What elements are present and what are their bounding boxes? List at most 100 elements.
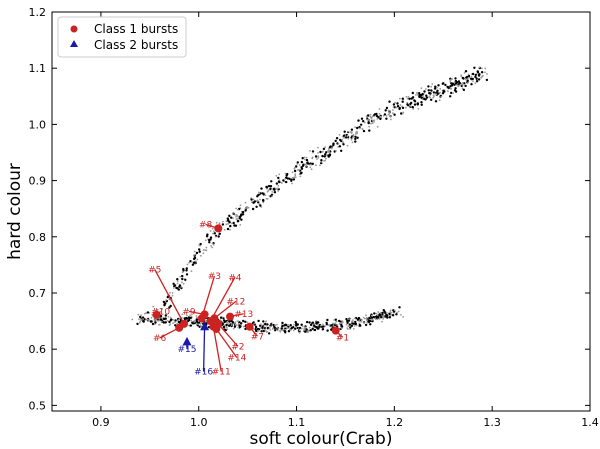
background-point bbox=[240, 322, 243, 325]
y-tick-label: 1.1 bbox=[29, 62, 47, 75]
background-point bbox=[371, 120, 374, 122]
background-point bbox=[186, 314, 188, 317]
background-point bbox=[395, 313, 398, 316]
background-point bbox=[305, 164, 308, 167]
background-point bbox=[272, 323, 275, 327]
background-point bbox=[301, 325, 304, 328]
y-tick-label: 0.9 bbox=[29, 175, 47, 188]
background-point bbox=[240, 213, 243, 216]
background-point bbox=[380, 316, 383, 319]
background-point bbox=[389, 109, 391, 112]
y-tick-label: 0.6 bbox=[29, 343, 47, 356]
background-point bbox=[204, 239, 207, 242]
background-point bbox=[327, 155, 330, 158]
background-point bbox=[373, 115, 375, 118]
background-point bbox=[192, 261, 196, 264]
background-point bbox=[293, 169, 297, 173]
background-point bbox=[389, 309, 392, 312]
background-point bbox=[373, 121, 375, 123]
background-point bbox=[269, 325, 272, 328]
background-point bbox=[229, 224, 232, 228]
background-point bbox=[278, 180, 281, 184]
background-point bbox=[385, 106, 389, 110]
background-point bbox=[474, 73, 477, 77]
background-point bbox=[382, 114, 385, 117]
x-tick-label: 1.3 bbox=[483, 416, 501, 429]
background-point bbox=[454, 90, 458, 93]
burst-label: #5 bbox=[148, 265, 161, 275]
background-point bbox=[273, 191, 277, 194]
background-point bbox=[340, 149, 343, 152]
background-point bbox=[384, 109, 387, 112]
burst-label: #13 bbox=[234, 310, 253, 320]
background-point bbox=[188, 317, 191, 320]
background-point bbox=[169, 292, 171, 294]
background-point bbox=[159, 318, 163, 321]
background-point bbox=[359, 125, 362, 127]
x-tick-label: 1.0 bbox=[190, 416, 208, 429]
class1-burst-marker bbox=[175, 323, 184, 332]
background-point bbox=[400, 112, 403, 115]
background-point bbox=[485, 78, 489, 82]
background-point bbox=[378, 112, 381, 115]
background-point bbox=[368, 316, 371, 320]
background-point bbox=[338, 145, 342, 148]
background-point bbox=[189, 324, 192, 327]
background-point bbox=[180, 286, 183, 288]
burst-label: #10 bbox=[151, 308, 170, 318]
background-point bbox=[262, 201, 265, 204]
background-point bbox=[232, 221, 235, 225]
background-point bbox=[342, 143, 345, 146]
background-point bbox=[375, 315, 379, 319]
background-point bbox=[237, 208, 239, 211]
background-point bbox=[463, 82, 466, 85]
burst-label: #1 bbox=[336, 333, 349, 343]
background-point bbox=[352, 319, 354, 321]
burst-label: #8 bbox=[199, 220, 213, 230]
y-tick-label: 0.7 bbox=[29, 287, 47, 300]
background-point bbox=[480, 71, 484, 74]
background-point bbox=[396, 105, 400, 108]
background-point bbox=[351, 141, 354, 144]
background-point bbox=[461, 83, 464, 86]
background-point bbox=[352, 136, 354, 139]
background-point bbox=[376, 318, 379, 321]
background-point bbox=[227, 219, 230, 222]
background-point bbox=[311, 157, 314, 160]
background-point bbox=[450, 82, 453, 85]
background-point bbox=[185, 267, 188, 270]
background-point bbox=[376, 118, 379, 120]
background-point bbox=[176, 282, 179, 285]
background-point bbox=[296, 326, 299, 330]
background-point bbox=[237, 320, 240, 323]
background-point bbox=[370, 116, 373, 119]
background-point bbox=[366, 321, 369, 324]
burst-label: #3 bbox=[208, 272, 221, 282]
background-point bbox=[372, 315, 375, 319]
background-point bbox=[481, 67, 483, 70]
background-point bbox=[196, 258, 199, 261]
class1-burst-marker bbox=[210, 314, 219, 323]
background-point bbox=[365, 316, 368, 319]
background-point bbox=[450, 84, 454, 87]
background-point bbox=[396, 102, 399, 105]
background-point bbox=[347, 328, 349, 330]
background-point bbox=[294, 173, 297, 176]
background-point bbox=[143, 318, 146, 321]
background-point bbox=[391, 314, 395, 317]
background-point bbox=[388, 316, 392, 319]
background-point bbox=[299, 175, 302, 178]
background-point bbox=[475, 77, 478, 81]
background-point bbox=[161, 308, 164, 310]
background-point bbox=[326, 318, 329, 322]
background-point bbox=[484, 67, 487, 70]
background-point bbox=[431, 83, 434, 85]
background-point bbox=[287, 324, 290, 326]
background-point bbox=[211, 227, 214, 230]
background-point bbox=[430, 98, 433, 102]
background-point bbox=[200, 325, 203, 328]
background-point bbox=[274, 329, 277, 332]
background-point bbox=[181, 274, 184, 278]
background-point bbox=[236, 217, 239, 220]
background-point bbox=[335, 137, 339, 140]
